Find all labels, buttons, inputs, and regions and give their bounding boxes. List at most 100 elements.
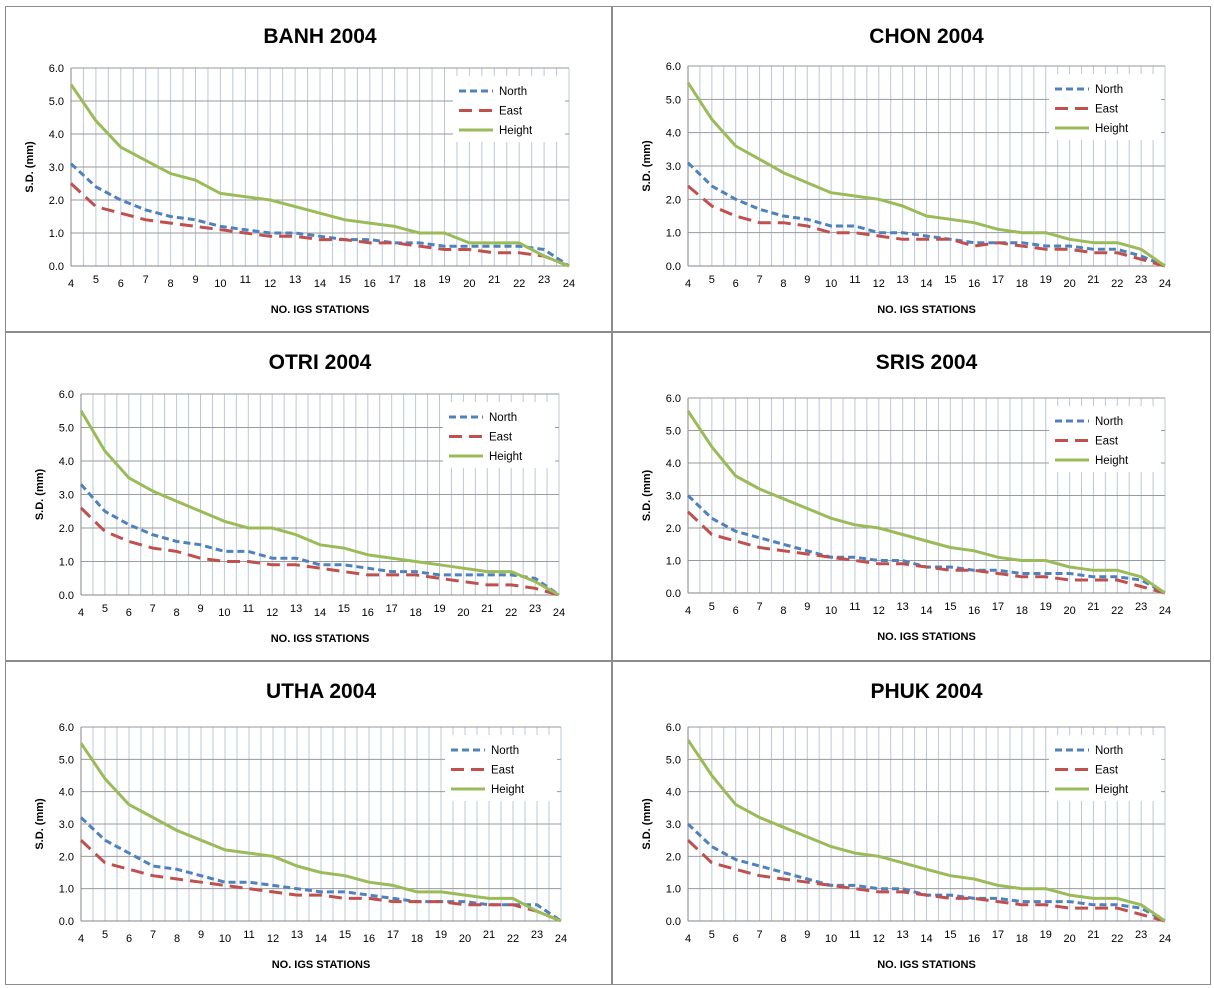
x-tick-label: 22 [1111,278,1123,290]
x-tick-label: 21 [1087,929,1099,941]
y-axis-label: S.D. (mm) [641,798,653,850]
x-tick-label: 8 [168,278,174,290]
x-tick-label: 12 [873,605,885,617]
x-tick-label: 21 [488,274,500,286]
x-tick-label: 22 [513,278,525,290]
x-tick-label: 10 [825,605,837,617]
x-tick-label: 8 [780,605,786,617]
x-tick-label: 10 [825,278,837,290]
x-tick-label: 14 [314,278,326,290]
x-tick-label: 14 [314,607,326,619]
x-tick-label: 22 [505,607,517,619]
x-tick-label: 20 [1063,933,1075,945]
x-tick-label: 9 [198,929,204,941]
x-tick-label: 21 [1087,274,1099,286]
x-tick-label: 13 [289,274,301,286]
x-tick-label: 5 [709,929,715,941]
x-tick-label: 20 [459,933,471,945]
x-tick-label: 7 [756,929,762,941]
chart-title: OTRI 2004 [269,351,372,374]
x-tick-label: 24 [553,607,565,619]
y-axis-label: S.D. (mm) [34,798,46,850]
y-tick-label: 6.0 [666,393,681,405]
x-tick-label: 24 [555,933,567,945]
y-tick-label: 0.0 [59,916,74,928]
x-tick-label: 16 [968,278,980,290]
legend-label-height: Height [489,451,523,463]
x-tick-label: 12 [267,933,279,945]
series-line-east [69,182,570,268]
y-tick-label: 3.0 [59,819,74,831]
y-axis-label: S.D. (mm) [641,469,653,521]
y-tick-label: 5.0 [666,426,681,438]
legend: North East Height [1049,406,1161,472]
x-tick-label: 13 [897,274,909,286]
legend-label-north: North [499,86,527,98]
y-tick-label: 2.0 [666,194,681,206]
y-tick-label: 1.0 [59,557,74,569]
series-line-height [686,81,1166,268]
x-tick-label: 23 [531,929,543,941]
x-tick-label: 9 [804,929,810,941]
x-tick-label: 6 [126,933,132,945]
chart-svg: 0.0 1.0 2.0 3.0 4.0 5.0 6.0 4 5 6 7 8 9 10 11 12 13 14 15 1… [641,25,1171,316]
x-tick-label: 10 [218,607,230,619]
x-tick-label: 9 [192,274,198,286]
series-line-height [686,410,1166,595]
x-tick-label: 20 [463,278,475,290]
x-tick-label: 8 [780,933,786,945]
x-tick-label: 4 [78,933,84,945]
x-tick-label: 20 [1063,278,1075,290]
series-line-height [686,739,1166,923]
chart-title: PHUK 2004 [870,680,982,703]
x-tick-label: 19 [438,274,450,286]
y-tick-label: 2.0 [59,523,74,535]
x-tick-label: 11 [849,601,860,613]
x-tick-label: 19 [1040,601,1052,613]
x-tick-label: 24 [1159,933,1171,945]
x-tick-label: 16 [363,933,375,945]
legend-label-height: Height [499,125,533,137]
chart-svg: 0.0 1.0 2.0 3.0 4.0 5.0 6.0 4 5 6 7 8 9 10 11 12 13 14 15 1… [641,351,1171,643]
chart-panel-phuk: 0.0 1.0 2.0 3.0 4.0 5.0 6.0 4 5 6 7 8 9 10 11 12 13 14 15 1… [612,661,1211,985]
x-tick-label: 17 [387,929,399,941]
x-tick-label: 19 [1040,929,1052,941]
x-tick-label: 23 [1135,274,1147,286]
x-tick-label: 13 [290,603,302,615]
y-tick-label: 3.0 [59,490,74,502]
series-line-east [686,839,1166,923]
series-line-north [69,162,570,268]
x-tick-label: 11 [849,274,860,286]
y-tick-label: 1.0 [666,884,681,896]
x-tick-label: 23 [1135,929,1147,941]
series-line-height [69,83,570,268]
x-tick-label: 6 [126,607,132,619]
x-tick-label: 10 [219,933,231,945]
chart-title: BANH 2004 [263,25,377,48]
legend-label-east: East [1095,104,1119,116]
x-tick-label: 15 [944,929,956,941]
legend-label-north: North [491,745,519,757]
series-line-north [686,161,1166,268]
x-tick-label: 7 [143,274,149,286]
series-line-east [687,184,1166,268]
y-tick-label: 1.0 [59,884,74,896]
x-tick-label: 4 [685,605,691,617]
x-tick-label: 17 [389,274,401,286]
y-tick-label: 4.0 [666,128,681,140]
legend: North East Height [1049,74,1161,140]
x-tick-label: 19 [435,929,447,941]
chart-svg: 0.0 1.0 2.0 3.0 4.0 5.0 6.0 4 5 6 7 8 9 10 11 12 13 14 15 1… [34,680,567,971]
x-tick-label: 15 [338,603,350,615]
y-tick-label: 2.0 [59,851,74,863]
x-tick-label: 4 [78,607,84,619]
x-tick-label: 6 [118,278,124,290]
y-tick-label: 4.0 [666,458,681,470]
x-tick-label: 21 [481,603,493,615]
y-tick-label: 5.0 [49,96,64,108]
chart-panel-utha: 0.0 1.0 2.0 3.0 4.0 5.0 6.0 4 5 6 7 8 9 10 11 12 13 14 15 1… [5,661,612,985]
x-axis-label: NO. IGS STATIONS [877,304,976,316]
x-tick-label: 9 [197,603,203,615]
x-tick-label: 14 [315,933,327,945]
legend: North East Height [453,76,565,142]
